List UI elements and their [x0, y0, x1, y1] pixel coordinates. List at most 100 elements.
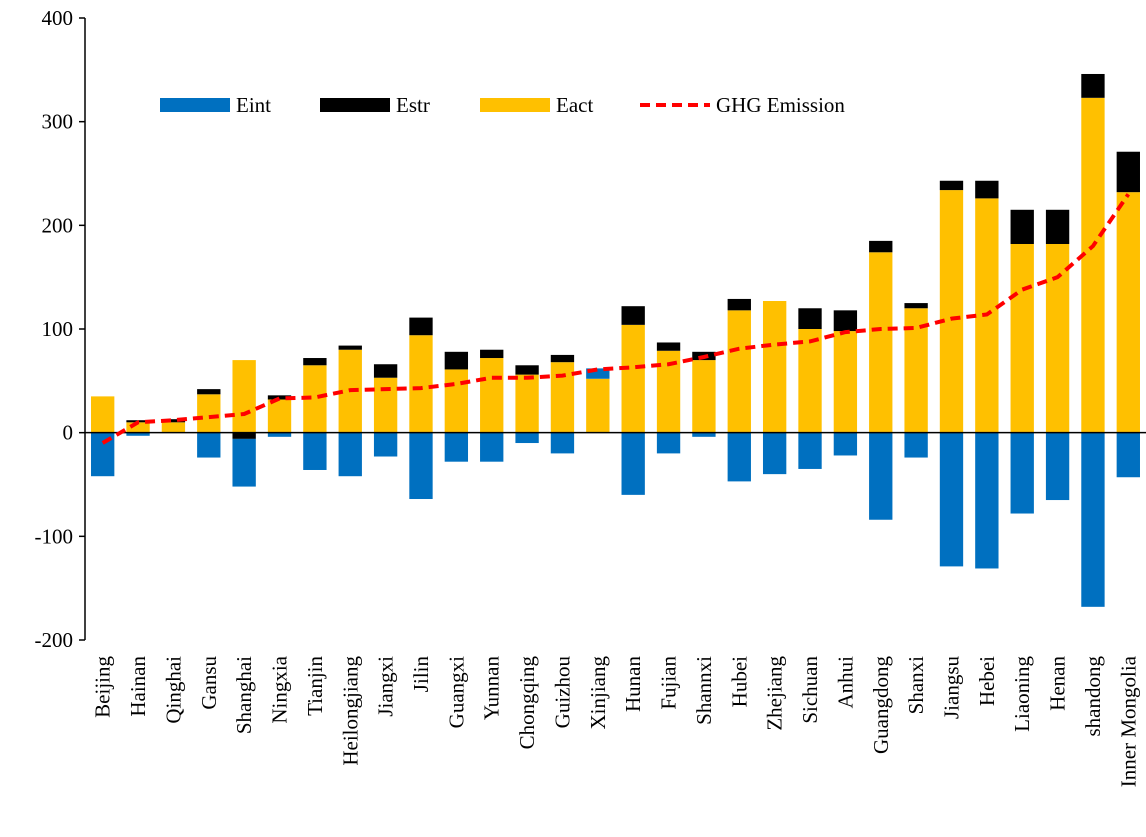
bar	[1045, 432, 1070, 501]
bar	[409, 432, 433, 500]
bar	[267, 432, 292, 437]
bar	[621, 324, 645, 433]
x-tick-label: Hebei	[975, 656, 999, 706]
x-tick-label: Hunan	[621, 656, 645, 712]
bar	[515, 432, 539, 444]
x-tick-label: Qinghai	[161, 656, 185, 724]
bar	[480, 349, 504, 359]
bar	[161, 419, 186, 423]
y-tick-label: -100	[35, 524, 74, 548]
x-tick-label: Henan	[1046, 656, 1070, 711]
bar	[91, 396, 115, 433]
y-tick-label: 300	[42, 110, 74, 134]
x-tick-label: Gansu	[197, 656, 221, 710]
bar	[586, 368, 610, 379]
bar	[480, 432, 504, 462]
bar	[303, 432, 327, 470]
y-tick-label: 0	[63, 421, 74, 445]
bar	[1081, 73, 1105, 98]
bar	[338, 432, 362, 477]
bar	[833, 310, 858, 332]
legend-swatch	[320, 98, 390, 112]
bar	[798, 432, 822, 469]
bar	[373, 364, 398, 378]
bar	[515, 365, 539, 375]
y-tick-label: 400	[42, 6, 74, 30]
bar	[1010, 432, 1034, 514]
y-tick-label: 200	[42, 213, 74, 237]
bar	[126, 422, 150, 433]
bar	[444, 351, 469, 370]
bar	[409, 317, 433, 336]
bar	[161, 422, 186, 433]
x-tick-label: Guangxi	[444, 656, 468, 728]
x-tick-label: Liaoning	[1010, 656, 1034, 732]
bar	[444, 432, 469, 462]
x-tick-label: Anhui	[833, 656, 857, 709]
bar	[444, 369, 469, 433]
bar	[126, 432, 150, 436]
y-tick-label: 100	[42, 317, 74, 341]
legend-label: Estr	[396, 93, 430, 117]
bar	[303, 358, 327, 366]
y-tick-label: -200	[35, 628, 74, 652]
bar	[621, 432, 645, 495]
x-tick-label: Guizhou	[550, 656, 574, 729]
bar	[197, 389, 221, 395]
x-tick-label: Shannxi	[692, 656, 716, 725]
bar	[1010, 209, 1034, 244]
bar	[975, 180, 999, 199]
x-tick-label: Jilin	[409, 656, 433, 693]
bar	[197, 432, 221, 458]
x-tick-label: Beijing	[91, 656, 115, 718]
bar	[656, 342, 681, 351]
x-tick-label: Ningxia	[268, 655, 292, 723]
x-tick-label: Fujian	[657, 656, 681, 710]
bar	[267, 399, 292, 433]
bar	[409, 335, 433, 433]
bar	[939, 432, 964, 567]
bar	[621, 306, 645, 325]
bar	[303, 365, 327, 433]
bar	[975, 432, 999, 569]
legend-swatch	[160, 98, 230, 112]
x-tick-label: Chongqing	[515, 656, 539, 750]
bar	[904, 303, 928, 309]
bar	[550, 432, 575, 454]
bar	[692, 432, 716, 437]
bar	[91, 432, 115, 477]
bar	[232, 432, 256, 439]
x-tick-label: Sichuan	[798, 656, 822, 724]
bar	[939, 190, 964, 433]
bar	[656, 350, 681, 433]
bar	[869, 240, 893, 253]
bar	[833, 432, 858, 456]
bar	[904, 432, 928, 458]
x-tick-label: Shanghai	[232, 656, 256, 734]
bar	[762, 301, 787, 433]
bar	[1010, 243, 1034, 433]
bar	[762, 432, 787, 475]
bar	[197, 394, 221, 433]
bar	[727, 432, 751, 482]
bar	[1081, 432, 1105, 607]
x-tick-label: Hubei	[727, 656, 751, 707]
x-tick-label: Jiangsu	[939, 656, 963, 720]
x-tick-label: Guangdong	[869, 656, 893, 754]
bar	[267, 395, 292, 400]
bar	[904, 308, 928, 433]
x-tick-label: Shanxi	[904, 656, 928, 715]
x-tick-label: Zhejiang	[763, 656, 787, 731]
x-tick-label: Yunnan	[480, 656, 504, 721]
bar	[515, 374, 539, 433]
legend-label: Eact	[556, 93, 593, 117]
bar	[869, 252, 893, 433]
bar	[656, 432, 681, 454]
x-tick-label: Hainan	[126, 656, 150, 717]
legend-swatch	[480, 98, 550, 112]
bar	[1116, 151, 1140, 193]
x-tick-label: Tianjin	[303, 656, 327, 716]
bar	[939, 180, 964, 191]
x-tick-label: shandong	[1081, 656, 1105, 737]
bar	[727, 310, 751, 433]
